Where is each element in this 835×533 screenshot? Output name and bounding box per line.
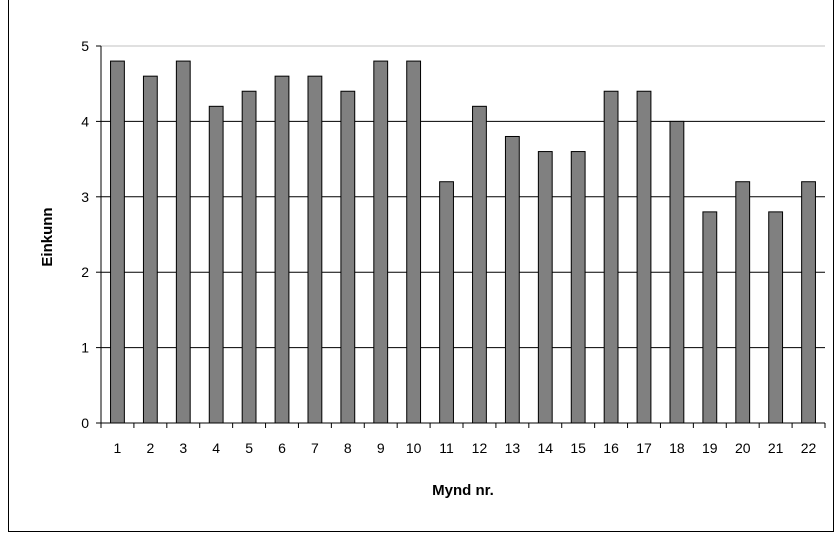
bar-16: [603, 90, 619, 424]
y-tick-label: 4: [81, 113, 89, 129]
x-tick-label: 7: [311, 440, 319, 456]
y-tick-label: 5: [81, 38, 89, 54]
bar-9: [373, 60, 389, 424]
bar-17: [636, 90, 652, 424]
x-tick-label: 13: [505, 440, 521, 456]
x-tick-label: 19: [702, 440, 718, 456]
x-tick-label: 11: [439, 440, 454, 456]
x-tick-label: 12: [472, 440, 488, 456]
bar-4: [208, 105, 224, 424]
bar-7: [307, 75, 323, 424]
bar-22: [801, 181, 816, 424]
x-tick-label: 22: [801, 440, 817, 456]
bar-8: [340, 90, 356, 424]
x-tick-labels: 1 2 3 4 5 6 7 8 9 10 11 12 13 14 15 16 17 18 19 20 21 22: [114, 440, 817, 456]
bar-6: [274, 75, 290, 424]
x-axis-title: Mynd nr.: [432, 482, 494, 499]
bar-21: [768, 211, 784, 424]
x-tick-label: 21: [768, 440, 784, 456]
y-tick-label: 0: [81, 415, 89, 431]
y-tick-label: 3: [81, 189, 89, 205]
x-tick-label: 4: [212, 440, 220, 456]
bar-5: [241, 90, 257, 424]
x-tick-label: 1: [114, 440, 122, 456]
x-tick-label: 14: [537, 440, 553, 456]
bars: [110, 60, 816, 424]
x-tick-label: 2: [146, 440, 154, 456]
bar-2: [142, 75, 158, 424]
y-axis-title: Einkunn: [39, 207, 56, 266]
x-tick-label: 16: [603, 440, 619, 456]
x-tick-label: 20: [735, 440, 751, 456]
bar-14: [537, 151, 553, 424]
x-tick-label: 6: [278, 440, 286, 456]
x-tick-label: 3: [179, 440, 187, 456]
x-tick-label: 10: [406, 440, 422, 456]
bar-13: [504, 135, 520, 424]
bar-1: [110, 60, 125, 424]
y-tick-labels: 0 1 2 3 4 5: [81, 38, 89, 431]
bar-11: [439, 181, 454, 424]
bar-15: [570, 151, 586, 424]
x-tick-label: 15: [570, 440, 586, 456]
bar-19: [702, 211, 718, 424]
x-tick-label: 17: [636, 440, 652, 456]
bar-3: [175, 60, 191, 424]
bar-18: [669, 120, 685, 424]
x-tick-label: 9: [377, 440, 385, 456]
axes: [96, 45, 826, 428]
bar-10: [406, 60, 422, 424]
x-tick-label: 5: [245, 440, 253, 456]
y-tick-label: 2: [81, 264, 89, 280]
x-tick-label: 18: [669, 440, 685, 456]
bar-20: [735, 181, 751, 424]
bar-12: [472, 105, 487, 424]
x-tick-label: 8: [344, 440, 352, 456]
y-tick-label: 1: [81, 340, 89, 356]
